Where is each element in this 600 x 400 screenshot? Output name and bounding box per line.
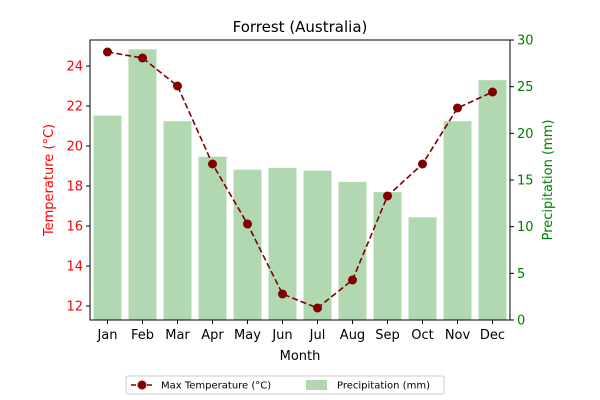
temp-point-jan	[103, 47, 112, 57]
y-left-tick-label-20: 20	[66, 140, 83, 155]
y-left-tick-label-12: 12	[66, 300, 83, 315]
y-right-tick-label-25: 25	[517, 80, 534, 95]
precip-bar-nov	[443, 121, 472, 320]
temperature-line	[103, 47, 497, 313]
legend-temp-swatch-marker	[137, 380, 147, 390]
y-left-tick-label-14: 14	[66, 260, 83, 275]
temp-point-apr	[208, 159, 217, 169]
temp-point-mar	[173, 81, 182, 91]
temp-point-sep	[383, 191, 392, 201]
temp-point-feb	[138, 53, 147, 63]
x-tick-label-may: May	[234, 328, 261, 343]
x-tick-label-sep: Sep	[375, 328, 400, 343]
y-right-tick-label-20: 20	[517, 127, 534, 142]
x-tick-label-oct: Oct	[411, 328, 433, 343]
plot-background	[90, 40, 510, 320]
temp-point-jul	[313, 303, 322, 313]
legend-precip-swatch	[306, 380, 327, 390]
y-right-axis-label: Precipitation (mm)	[541, 120, 556, 241]
temp-point-oct	[418, 159, 427, 169]
x-tick-label-aug: Aug	[340, 328, 365, 343]
y-left-axis-label: Temperature (°C)	[42, 124, 57, 237]
temperature-line-path	[107, 51, 493, 309]
x-tick-label-jun: Jun	[271, 328, 292, 343]
y-right-tick-label-15: 15	[517, 174, 534, 189]
precip-bar-sep	[373, 192, 402, 320]
legend-temp-label: Max Temperature (°C)	[161, 381, 271, 392]
y-right-tick-label-0: 0	[517, 314, 525, 329]
legend-frame	[125, 375, 445, 395]
y-right-tick-label-5: 5	[517, 267, 525, 282]
precip-bar-jan	[93, 115, 122, 320]
precip-bar-mar	[163, 121, 192, 320]
y-left-tick-label-18: 18	[66, 180, 83, 195]
precip-bar-feb	[128, 49, 157, 320]
axes: Jan Feb Mar Apr May Jun Jul Aug Sep Oct Nov Dec 12 14…	[66, 34, 533, 344]
x-tick-label-jan: Jan	[96, 328, 117, 343]
precip-bar-oct	[408, 217, 437, 320]
legend: Max Temperature (°C) Precipitation (mm)	[125, 375, 445, 395]
y-right-tick-label-30: 30	[517, 34, 534, 49]
precip-bar-apr	[198, 156, 227, 320]
temp-point-aug	[348, 275, 357, 285]
x-tick-label-nov: Nov	[445, 328, 471, 343]
x-tick-label-feb: Feb	[131, 328, 154, 343]
x-axis-label: Month	[280, 349, 321, 364]
temp-point-may	[243, 219, 252, 229]
x-tick-label-jul: Jul	[309, 328, 326, 343]
x-tick-label-apr: Apr	[201, 328, 224, 343]
chart-title: Forrest (Australia)	[233, 18, 368, 36]
y-right-tick-label-10: 10	[517, 220, 534, 235]
x-tick-label-dec: Dec	[480, 328, 505, 343]
temp-point-dec	[488, 87, 497, 97]
y-left-tick-label-22: 22	[66, 100, 83, 115]
y-left-tick-label-24: 24	[66, 60, 83, 75]
precip-bar-aug	[338, 181, 367, 320]
y-left-tick-label-16: 16	[66, 220, 83, 235]
temp-point-jun	[278, 289, 287, 299]
legend-precip-label: Precipitation (mm)	[337, 381, 430, 392]
precip-bar-may	[233, 169, 262, 320]
precip-bar-jul	[303, 170, 332, 320]
precip-bars	[93, 49, 507, 320]
precip-bar-dec	[478, 80, 507, 320]
temp-point-nov	[453, 103, 462, 113]
x-tick-label-mar: Mar	[165, 328, 190, 343]
